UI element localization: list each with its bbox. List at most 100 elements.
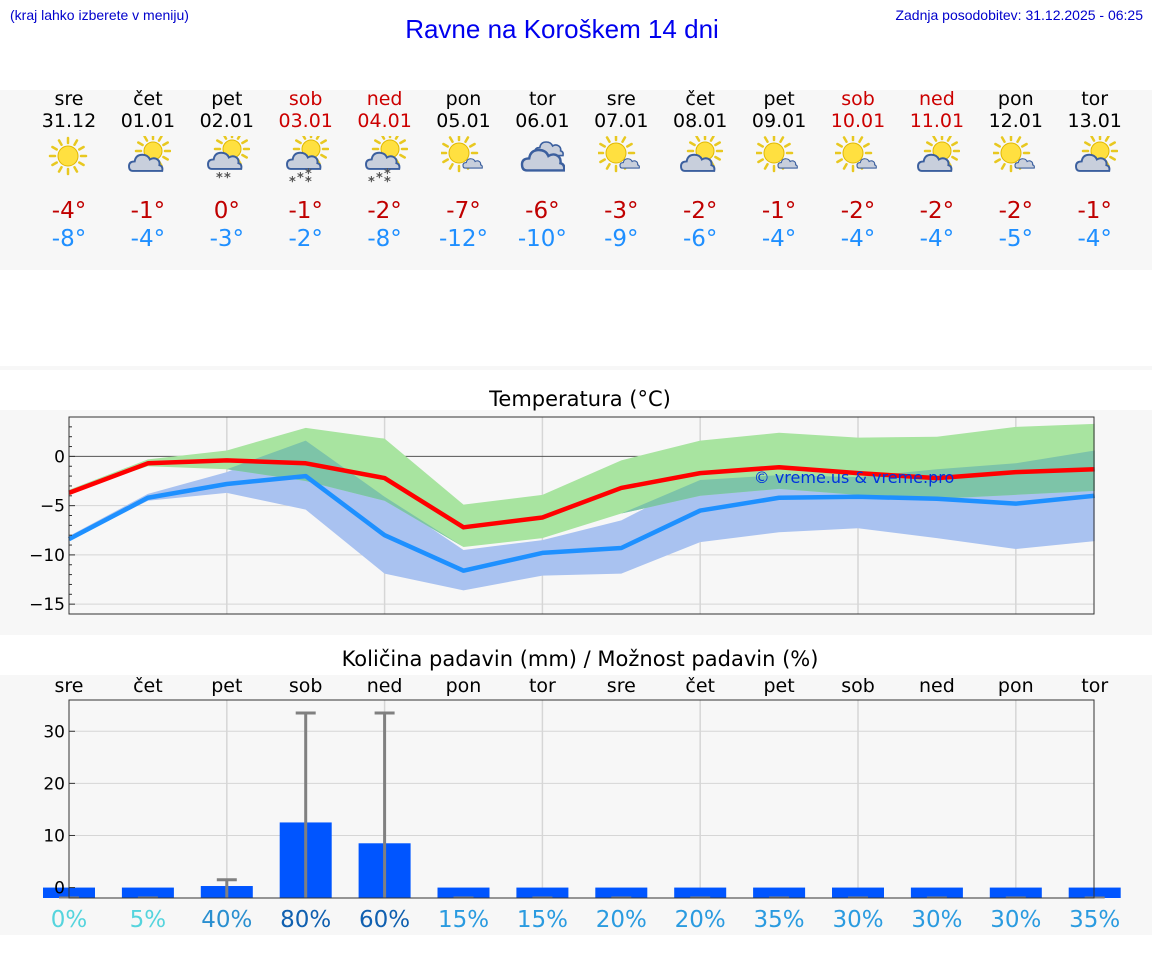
precip-chart-title: Količina padavin (mm) / Možnost padavin … <box>341 647 819 671</box>
temp-min: -10° <box>517 226 567 252</box>
separator-band <box>0 366 1152 370</box>
temp-min: -8° <box>367 226 402 252</box>
precip-probability: 40% <box>201 907 252 933</box>
category-label: tor <box>529 675 556 697</box>
day-column: sre 07.01 <box>581 88 661 192</box>
svg-text:*: * <box>384 167 391 182</box>
precip-bar <box>121 887 174 898</box>
overcast-icon <box>521 141 566 172</box>
precip-probability: 30% <box>911 907 962 933</box>
day-date: 05.01 <box>436 110 491 132</box>
temp-min: -3° <box>209 226 245 252</box>
temp-max: -2° <box>840 198 876 224</box>
category-label: ned <box>367 675 403 697</box>
y-tick-label: 0 <box>54 879 65 899</box>
day-name: tor <box>1081 88 1109 110</box>
day-column: čet 08.01 <box>660 88 740 192</box>
y-tick-label: −15 <box>29 595 65 615</box>
svg-text:*: * <box>305 175 312 190</box>
day-name: čet <box>133 88 163 110</box>
cloud-snow-icon: * * ** <box>285 136 329 190</box>
last-updated: Zadnja posodobitev: 31.12.2025 - 06:25 <box>895 7 1143 23</box>
precip-probability: 35% <box>754 907 805 933</box>
svg-text:*: * <box>216 171 223 186</box>
temp-min: -6° <box>682 226 718 252</box>
temp-min: -4° <box>130 226 166 252</box>
precip-bar <box>674 887 727 898</box>
day-name: pet <box>763 88 795 110</box>
day-column: tor 06.01 <box>502 88 582 192</box>
category-label: pet <box>211 675 242 697</box>
temp-min: -4° <box>1077 226 1112 252</box>
temp-min: -4° <box>919 226 955 252</box>
y-tick-label: 20 <box>43 774 65 794</box>
temp-max: -1° <box>1077 198 1112 224</box>
day-date: 13.01 <box>1067 110 1122 132</box>
category-label: čet <box>133 675 163 697</box>
sun-small-cloud-icon <box>440 136 483 173</box>
category-label: pet <box>763 675 794 697</box>
svg-text:*: * <box>305 167 312 182</box>
forecast-band <box>0 90 1152 270</box>
sun-behind-cloud-icon <box>916 136 960 172</box>
plot-frame <box>68 699 1095 899</box>
temp-min: -2° <box>288 226 323 252</box>
plot-area <box>69 700 1094 898</box>
precip-bar <box>516 887 569 898</box>
category-label: tor <box>1081 675 1108 697</box>
temperature-chart-title: Temperatura (°C) <box>489 387 671 411</box>
svg-text:*: * <box>289 175 296 190</box>
sun-small-cloud-icon <box>598 136 641 173</box>
temp-min: -4° <box>761 226 797 252</box>
svg-text:*: * <box>384 175 391 190</box>
day-column: pon 05.01 <box>424 88 504 192</box>
y-tick-label: −10 <box>29 546 65 566</box>
day-date: 06.01 <box>515 110 570 132</box>
day-name: pon <box>445 88 482 110</box>
day-column: sob 03.01 * * * * <box>266 88 346 192</box>
min-temp-line <box>67 473 1095 573</box>
temp-max: -7° <box>446 198 481 224</box>
category-label: čet <box>685 675 715 697</box>
page-title: Ravne na Koroškem 14 dni <box>405 14 719 44</box>
y-tick-label: 10 <box>43 826 65 846</box>
temp-max: -6° <box>525 198 560 224</box>
temp-max: -1° <box>761 198 797 224</box>
day-date: 02.01 <box>199 110 254 132</box>
temp-max: -2° <box>682 198 718 224</box>
day-name: sob <box>841 88 875 110</box>
temp-max: -4° <box>51 198 87 224</box>
temp-max: 0° <box>213 198 240 224</box>
precip-probability: 35% <box>1069 907 1120 933</box>
day-date: 09.01 <box>751 110 807 132</box>
cloud-snow-icon: * * ** <box>364 136 408 190</box>
watermark: © vreme.us & vreme.pro <box>754 468 955 487</box>
precip-probability: 30% <box>990 907 1041 933</box>
svg-text:*: * <box>224 171 231 186</box>
precip-bar <box>437 887 490 898</box>
temp-min: -4° <box>840 226 876 252</box>
precip-probability: 60% <box>359 907 410 933</box>
sun-small-cloud-icon <box>756 136 798 173</box>
day-name: ned <box>366 88 403 110</box>
day-name: sob <box>288 88 323 110</box>
sun-icon <box>48 136 88 176</box>
precip-probability: 0% <box>51 907 88 933</box>
sun-behind-cloud-icon <box>1074 136 1118 172</box>
category-label: sob <box>841 675 875 697</box>
temp-max: -3° <box>604 198 639 224</box>
max-temp-line <box>68 458 1095 530</box>
day-name: pet <box>211 88 243 110</box>
day-date: 08.01 <box>672 110 728 132</box>
day-date: 04.01 <box>357 110 412 132</box>
svg-text:*: * <box>297 171 304 186</box>
temp-max: -1° <box>130 198 166 224</box>
sun-behind-cloud-icon <box>127 136 171 172</box>
temp-max: -1° <box>288 198 323 224</box>
day-name: ned <box>918 88 955 110</box>
sun-behind-cloud-icon <box>680 136 724 172</box>
day-column: sre 31.12 <box>29 88 109 192</box>
precip-probability: 80% <box>280 907 331 933</box>
category-label: pon <box>446 675 482 697</box>
location-hint: (kraj lahko izberete v meniju) <box>10 7 189 23</box>
